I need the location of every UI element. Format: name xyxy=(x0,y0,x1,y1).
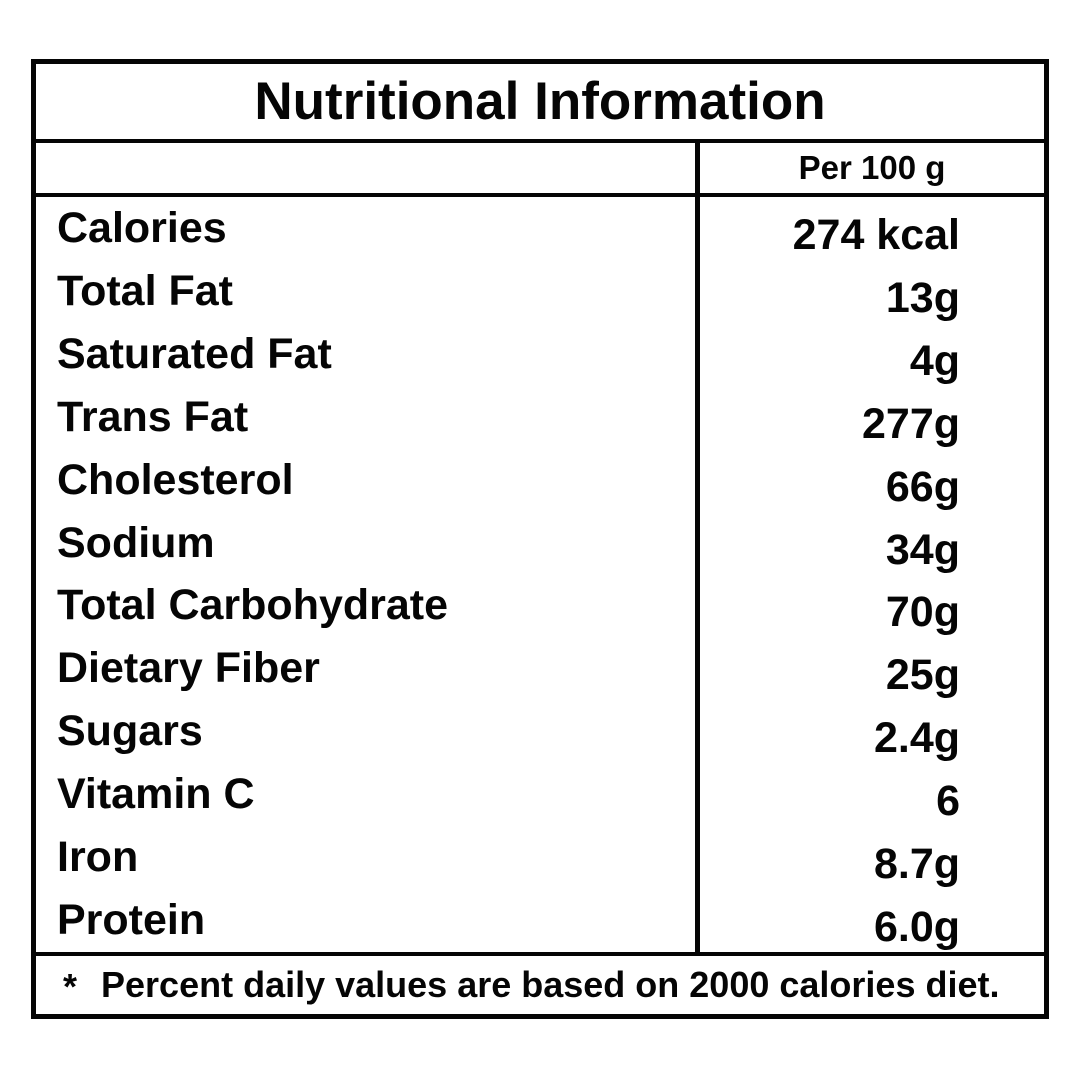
nutrient-value-cell: 274 kcal xyxy=(695,197,1044,260)
nutrient-value-cell: 70g xyxy=(695,574,1044,638)
footnote-row: * Percent daily values are based on 2000… xyxy=(36,952,1044,1014)
nutrient-value: 25g xyxy=(885,651,960,700)
nutrient-label: Cholesterol xyxy=(57,455,294,504)
nutrient-label: Dietary Fiber xyxy=(57,644,320,693)
nutrient-table-body: Calories 274 kcal Total Fat 13g Saturate… xyxy=(36,197,1044,952)
nutrient-value: 8.7g xyxy=(873,840,960,889)
footnote-text: Percent daily values are based on 2000 c… xyxy=(101,964,1000,1005)
nutrient-value-cell: 2.4g xyxy=(695,700,1044,764)
nutrient-value-cell: 6.0g xyxy=(695,889,1044,952)
nutrient-label: Total Fat xyxy=(57,266,233,315)
nutrient-value-cell: 25g xyxy=(695,637,1044,701)
table-title: Nutritional Information xyxy=(254,72,826,131)
nutrient-label: Protein xyxy=(57,896,206,945)
nutrient-value-cell: 6 xyxy=(695,763,1044,827)
nutrient-value: 34g xyxy=(885,525,960,574)
table-header-row: Per 100 g xyxy=(36,143,1044,197)
table-title-row: Nutritional Information xyxy=(36,64,1044,143)
nutrient-label: Sodium xyxy=(57,518,215,567)
nutrient-label: Trans Fat xyxy=(57,392,249,441)
nutrient-value-cell: 34g xyxy=(695,511,1044,575)
nutrient-label: Saturated Fat xyxy=(57,329,332,378)
nutrient-value-cell: 13g xyxy=(695,259,1044,323)
nutrient-value: 6 xyxy=(936,777,960,826)
nutrition-table: Nutritional Information Per 100 g Calori… xyxy=(31,59,1049,1019)
nutrient-value: 274 kcal xyxy=(792,210,960,259)
nutrient-value-cell: 66g xyxy=(695,448,1044,512)
nutrient-value: 2.4g xyxy=(873,714,960,763)
nutrient-value-cell: 4g xyxy=(695,322,1044,386)
asterisk-marker: * xyxy=(63,966,78,1007)
nutrient-label: Total Carbohydrate xyxy=(57,581,449,630)
nutrient-label: Vitamin C xyxy=(57,770,255,819)
nutrient-value-cell: 277g xyxy=(695,385,1044,449)
nutrient-value: 70g xyxy=(885,588,960,637)
nutrient-label: Calories xyxy=(57,203,227,252)
per-100g-header: Per 100 g xyxy=(798,149,946,186)
header-value-cell: Per 100 g xyxy=(695,143,1044,193)
nutrient-value: 13g xyxy=(885,273,960,322)
nutrient-label: Sugars xyxy=(57,707,203,756)
nutrient-value: 66g xyxy=(885,462,960,511)
nutrient-label: Iron xyxy=(57,833,139,882)
nutrient-value: 277g xyxy=(861,399,960,448)
header-spacer-cell xyxy=(36,143,695,193)
nutrient-value: 6.0g xyxy=(873,903,960,952)
nutrient-value-cell: 8.7g xyxy=(695,826,1044,890)
nutrient-value: 4g xyxy=(909,336,960,385)
